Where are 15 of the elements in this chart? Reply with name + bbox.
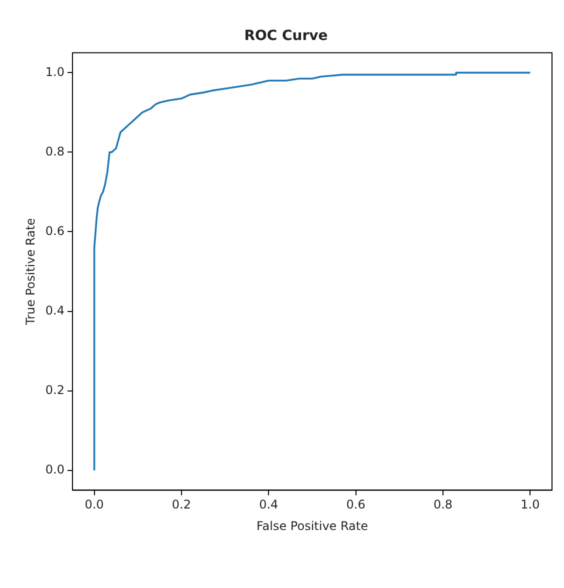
y-tick-label: 0.6: [45, 224, 64, 238]
chart-title: ROC Curve: [244, 28, 328, 44]
y-tick-label: 1.0: [45, 64, 64, 79]
y-tick-label: 0.0: [45, 462, 64, 476]
x-axis-title: False Positive Rate: [256, 518, 368, 533]
x-tick-label: 0.8: [433, 498, 453, 512]
y-tick-label: 0.8: [45, 144, 64, 158]
x-tick-label: 0.0: [84, 498, 104, 512]
y-tick-label: 0.2: [45, 382, 64, 397]
x-tick-label: 0.4: [259, 498, 278, 512]
y-tick-label: 0.4: [45, 303, 64, 318]
x-tick-label: 0.2: [172, 498, 192, 512]
x-tick-label: 1.0: [520, 498, 540, 512]
y-axis-title: True Positive Rate: [23, 218, 38, 326]
x-tick-label: 0.6: [346, 498, 366, 512]
